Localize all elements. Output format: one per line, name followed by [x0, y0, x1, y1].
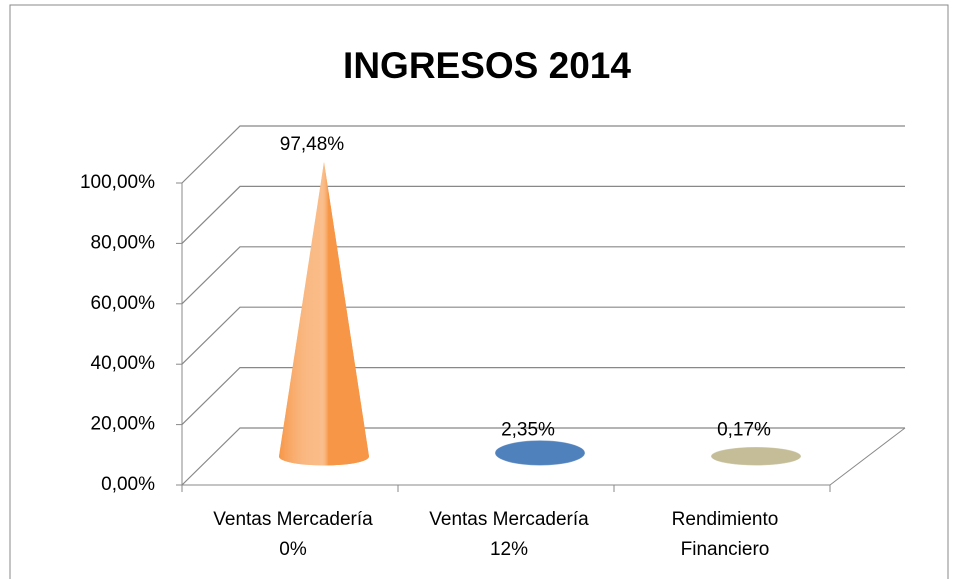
- cone: [494, 439, 586, 467]
- y-tick-label: 0,00%: [101, 474, 155, 495]
- cone: [279, 162, 369, 466]
- chart-frame: [9, 4, 949, 579]
- grid-line: [181, 125, 905, 184]
- value-label: 97,48%: [280, 134, 345, 155]
- y-tick-label: 60,00%: [91, 293, 156, 314]
- cone-shade: [279, 162, 369, 466]
- grid-line: [181, 185, 905, 244]
- chart-title: INGRESOS 2014: [343, 45, 631, 86]
- grid-line: [181, 367, 905, 426]
- x-tick-label: Financiero: [681, 539, 770, 560]
- value-label: 2,35%: [501, 420, 555, 441]
- value-label: 0,17%: [717, 420, 771, 441]
- grid-line: [181, 246, 905, 305]
- y-tick-label: 80,00%: [91, 232, 156, 253]
- x-tick-label: 12%: [490, 539, 528, 560]
- x-tick-label: Ventas Mercadería: [429, 509, 589, 530]
- floor-edge: [829, 427, 906, 486]
- y-tick-label: 20,00%: [91, 414, 156, 435]
- grid-line: [181, 427, 905, 486]
- x-tick-label: 0%: [279, 539, 307, 560]
- y-tick-label: 40,00%: [91, 353, 156, 374]
- x-tick-label: Ventas Mercadería: [213, 509, 373, 530]
- x-tick-label: Rendimiento: [672, 509, 779, 530]
- cone-base: [494, 439, 586, 467]
- cone: [710, 446, 802, 466]
- grid-line: [181, 306, 905, 365]
- cone-base: [710, 446, 802, 466]
- y-tick-label: 100,00%: [80, 172, 155, 193]
